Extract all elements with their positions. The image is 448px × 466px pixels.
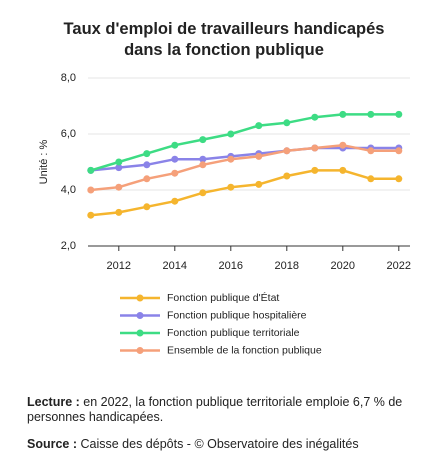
data-point (367, 110, 375, 118)
legend-swatch-dot (136, 347, 144, 354)
data-point (283, 119, 291, 127)
note-label: Lecture : (27, 395, 80, 409)
data-point (143, 150, 151, 158)
data-point (311, 166, 319, 174)
source-note: Source : Caisse des dépôts - © Observato… (27, 437, 422, 452)
legend-label: Fonction publique territoriale (167, 327, 300, 339)
note-text: en 2022, la fonction publique territoria… (27, 395, 403, 424)
x-tick-label: 2012 (107, 260, 131, 272)
data-point (115, 183, 123, 191)
data-point (311, 113, 319, 121)
data-point (339, 141, 347, 149)
series-line (90, 146, 399, 172)
legend-label: Fonction publique hospitalière (167, 309, 307, 321)
data-point (255, 180, 263, 188)
x-tick-label: 2018 (275, 260, 299, 272)
data-point (367, 147, 375, 155)
data-point (199, 136, 207, 144)
data-point (339, 110, 347, 118)
note-text: Caisse des dépôts - © Observatoire des i… (80, 437, 359, 451)
chart: Taux d'emploi de travailleurs handicapés… (38, 20, 411, 356)
note-label: Source : (27, 437, 78, 451)
data-point (171, 141, 179, 149)
legend-swatch-dot (136, 312, 144, 319)
data-point (311, 144, 319, 152)
y-tick-label: 6,0 (61, 128, 76, 140)
data-point (227, 155, 235, 163)
x-tick-label: 2014 (163, 260, 187, 272)
y-tick-label: 8,0 (61, 72, 76, 84)
data-point (227, 183, 235, 191)
chart-title: Taux d'emploi de travailleurs handicapés… (64, 20, 385, 59)
data-point (87, 211, 95, 219)
data-point (199, 189, 207, 197)
data-point (143, 175, 151, 183)
data-point (283, 172, 291, 180)
y-tick-label: 4,0 (61, 184, 76, 196)
x-tick-label: 2020 (331, 260, 355, 272)
data-point (115, 208, 123, 216)
y-tick-label: 2,0 (61, 240, 76, 252)
data-point (87, 166, 95, 174)
data-point (171, 155, 179, 163)
series-line (90, 169, 399, 217)
legend-swatch-dot (136, 329, 144, 337)
data-point (283, 147, 291, 155)
data-point (143, 161, 151, 169)
data-point (395, 175, 403, 183)
x-tick-label: 2016 (219, 260, 243, 272)
legend-label: Ensemble de la fonction publique (167, 344, 322, 356)
data-point (115, 164, 123, 172)
legend-label: Fonction publique d'État (167, 291, 279, 304)
data-point (255, 152, 263, 160)
legend-swatch-dot (136, 294, 144, 302)
data-point (255, 122, 263, 130)
y-axis-label: Unité : % (38, 139, 50, 184)
data-point (171, 197, 179, 205)
series-line (90, 113, 399, 172)
data-point (199, 155, 207, 163)
data-point (87, 186, 95, 194)
data-point (367, 175, 375, 183)
data-point (115, 158, 123, 166)
series-line (90, 143, 399, 192)
data-point (227, 130, 235, 138)
lecture-note: Lecture : en 2022, la fonction publique … (27, 395, 422, 425)
data-point (339, 166, 347, 174)
data-point (199, 161, 207, 169)
x-tick-label: 2022 (387, 260, 411, 272)
data-point (143, 203, 151, 211)
data-point (395, 147, 403, 155)
data-point (171, 169, 179, 177)
data-point (395, 110, 403, 118)
